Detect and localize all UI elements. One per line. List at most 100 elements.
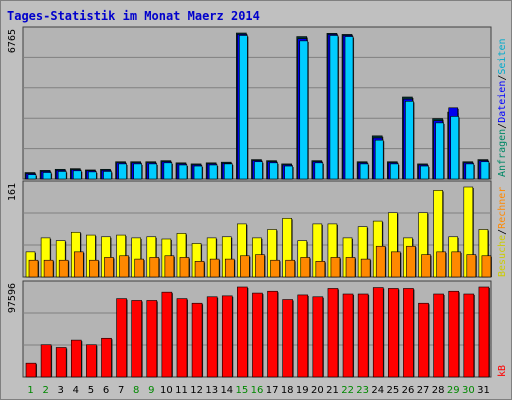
- x-tick-label-10: 10: [160, 385, 173, 396]
- plot-area: [22, 26, 492, 180]
- x-tick-label-21: 21: [326, 385, 339, 396]
- bar-kb-6: [101, 337, 112, 378]
- bar-rechner-15: [240, 255, 250, 278]
- bar-seiten-7: [118, 163, 127, 180]
- legend-middle: Besuche/Rechner: [497, 187, 508, 277]
- legend-top-part: Dateien: [497, 81, 508, 123]
- x-tick-label-8: 8: [133, 385, 139, 396]
- legend-middle-part: /: [497, 229, 508, 235]
- bar-kb-12: [191, 302, 203, 378]
- x-tick-label-9: 9: [148, 385, 154, 396]
- x-tick-label-17: 17: [266, 385, 279, 396]
- bar-seiten-8: [133, 163, 142, 180]
- x-tick-label-13: 13: [205, 385, 218, 396]
- x-tick-label-2: 2: [42, 385, 48, 396]
- bar-kb-5: [86, 344, 97, 378]
- x-tick-label-1: 1: [27, 385, 33, 396]
- bar-seiten-24: [374, 139, 384, 180]
- bar-seiten-1: [27, 174, 37, 180]
- x-tick-label-29: 29: [447, 385, 460, 396]
- bar-rechner-1: [28, 259, 39, 278]
- bar-kb-13: [206, 296, 218, 378]
- y-max-label: 6765: [7, 29, 18, 53]
- bar-rechner-19: [300, 257, 311, 278]
- bar-rechner-13: [209, 258, 220, 278]
- bar-rechner-4: [73, 251, 84, 278]
- bar-rechner-24: [375, 245, 386, 278]
- bar-seiten-17: [269, 162, 278, 180]
- bar-rechner-25: [391, 251, 401, 278]
- bar-seiten-19: [299, 40, 309, 180]
- bar-kb-3: [55, 347, 67, 378]
- bar-rechner-21: [330, 257, 341, 278]
- legend-top-part: Seiten: [497, 38, 508, 74]
- legend-middle-part: Rechner: [497, 187, 508, 229]
- bar-rechner-7: [119, 255, 129, 278]
- y-max-label: 97596: [7, 283, 18, 313]
- bar-rechner-14: [224, 258, 235, 278]
- bar-rechner-5: [89, 259, 99, 278]
- bar-seiten-28: [435, 122, 444, 180]
- x-tick-label-7: 7: [118, 385, 124, 396]
- legend-top-part: Anfragen: [497, 129, 508, 177]
- x-tick-label-31: 31: [477, 385, 490, 396]
- x-tick-label-12: 12: [190, 385, 203, 396]
- bar-kb-2: [40, 344, 52, 378]
- bar-seiten-10: [163, 162, 173, 180]
- bar-kb-15: [237, 286, 248, 378]
- legend-bottom: kB: [497, 365, 508, 377]
- bar-kb-30: [463, 293, 475, 378]
- bar-rechner-8: [134, 258, 144, 278]
- bar-seiten-29: [450, 116, 460, 180]
- bar-seiten-11: [178, 164, 188, 180]
- x-tick-label-14: 14: [220, 385, 233, 396]
- bar-rechner-9: [149, 257, 160, 278]
- bar-seiten-22: [344, 36, 354, 180]
- bar-rechner-31: [481, 255, 492, 278]
- bar-kb-23: [357, 293, 369, 378]
- bar-seiten-5: [88, 171, 97, 180]
- bar-seiten-16: [254, 161, 263, 180]
- bar-rechner-10: [164, 255, 175, 278]
- x-tick-label-27: 27: [417, 385, 430, 396]
- bar-rechner-30: [466, 254, 477, 278]
- bar-kb-4: [70, 339, 82, 378]
- bar-rechner-28: [436, 251, 446, 278]
- bar-seiten-12: [193, 165, 203, 180]
- bar-seiten-27: [420, 165, 429, 180]
- x-tick-label-20: 20: [311, 385, 324, 396]
- x-tick-label-11: 11: [175, 385, 188, 396]
- x-tick-label-4: 4: [73, 385, 79, 396]
- chart-title: Tages-Statistik im Monat Maerz 2014: [7, 9, 260, 23]
- bar-kb-8: [131, 300, 142, 378]
- bar-kb-20: [312, 296, 324, 378]
- bar-rechner-27: [421, 254, 431, 278]
- bar-rechner-11: [179, 257, 190, 278]
- x-tick-label-19: 19: [296, 385, 309, 396]
- bar-seiten-30: [465, 163, 475, 180]
- x-tick-label-23: 23: [356, 385, 369, 396]
- bar-seiten-15: [239, 35, 248, 180]
- bar-kb-29: [448, 290, 460, 378]
- bar-kb-9: [146, 300, 158, 378]
- bar-kb-31: [478, 286, 490, 378]
- x-tick-label-24: 24: [371, 385, 384, 396]
- bar-kb-25: [388, 288, 399, 378]
- bar-seiten-9: [148, 163, 158, 180]
- bar-kb-7: [116, 298, 127, 378]
- bar-kb-24: [372, 287, 384, 378]
- bar-rechner-18: [285, 259, 295, 278]
- x-tick-label-28: 28: [432, 385, 445, 396]
- bar-seiten-13: [208, 164, 218, 180]
- x-tick-label-22: 22: [341, 385, 354, 396]
- bar-kb-22: [342, 293, 354, 378]
- x-tick-label-16: 16: [251, 385, 264, 396]
- x-tick-label-30: 30: [462, 385, 475, 396]
- bar-kb-17: [267, 290, 278, 378]
- legend-middle-part: Besuche: [497, 235, 508, 277]
- bar-rechner-23: [360, 258, 371, 278]
- bar-seiten-6: [103, 171, 112, 180]
- legend-top-part: /: [497, 75, 508, 81]
- bar-kb-19: [297, 294, 309, 378]
